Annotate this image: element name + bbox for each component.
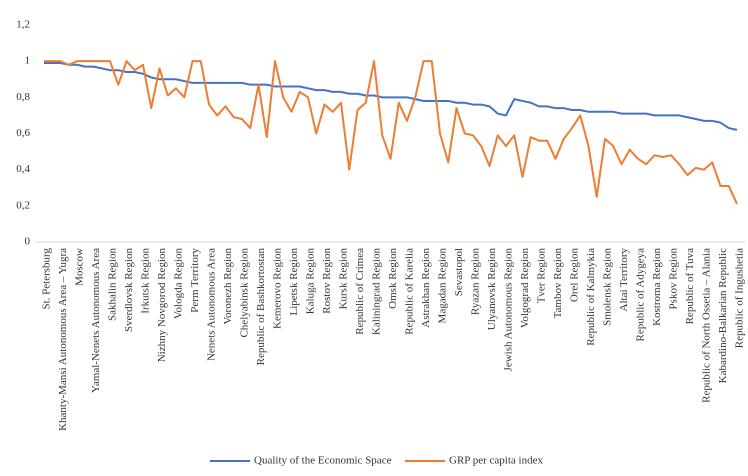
x-tick-label: Republic of Kalmykia xyxy=(585,248,597,346)
x-tick-label: Kaliningrad Region xyxy=(371,248,383,336)
x-tick-label: Sakhalin Region xyxy=(107,248,119,322)
x-tick-label: Smolensk Region xyxy=(602,248,614,326)
x-tick-label: Orel Region xyxy=(569,248,581,303)
x-tick-label: Sevastopol xyxy=(453,248,465,296)
y-tick-label: 1,2 xyxy=(16,19,30,31)
y-tick-label: 1 xyxy=(25,55,31,67)
x-tick-label: Vologda Region xyxy=(173,248,185,319)
x-tick-label: Rostov Region xyxy=(321,248,333,314)
legend-label: Quality of the Economic Space xyxy=(254,455,392,467)
y-tick-label: 0 xyxy=(25,236,31,248)
x-tick-label: Nizhny Novgorod Region xyxy=(156,248,168,363)
x-tick-label: Chelyabinsk Region xyxy=(239,248,251,338)
x-tick-label: Khanty-Mansi Autonomous Area – Yugra xyxy=(57,248,69,431)
x-tick-label: Kabardino-Balkarian Republic xyxy=(717,248,729,383)
x-tick-label: Republic of Adygeya xyxy=(635,248,647,342)
x-tick-label: St. Petersburg xyxy=(41,248,53,310)
x-tick-label: Yamal-Nenets Autonomous Area xyxy=(90,248,102,393)
x-tick-label: Republic of Bashkortostan xyxy=(255,248,267,366)
x-tick-label: Voronezh Region xyxy=(222,248,234,325)
x-tick-label: Perm Territory xyxy=(189,248,201,313)
x-tick-label: Astrakhan Region xyxy=(420,248,432,328)
x-tick-label: Kemerovo Region xyxy=(272,248,284,329)
x-tick-label: Republic of Ingushetia xyxy=(734,248,746,348)
x-tick-label: Omsk Region xyxy=(387,248,399,309)
y-tick-label: 0,8 xyxy=(16,91,30,103)
x-tick-label: Ulyanovsk Region xyxy=(486,248,498,331)
x-tick-label: Kostroma Region xyxy=(651,248,663,326)
x-tick-label: Moscow xyxy=(74,248,86,286)
x-tick-label: Altai Territory xyxy=(618,248,630,312)
legend-label: GRP per capita index xyxy=(449,455,543,467)
series-line xyxy=(44,61,738,131)
x-tick-label: Republic of Tuva xyxy=(684,248,696,325)
y-tick-label: 0,6 xyxy=(16,127,30,139)
x-tick-label: Kursk Region xyxy=(338,248,350,310)
x-tick-label: Kaluga Region xyxy=(305,248,317,315)
x-tick-label: Tver Region xyxy=(536,248,548,304)
x-tick-label: Jewish Autonomous Region xyxy=(503,248,515,372)
x-tick-label: Republic of Karelia xyxy=(404,248,416,335)
x-tick-label: Nenets Autonomous Area xyxy=(206,248,218,361)
x-tick-label: Lipetsk Region xyxy=(288,248,300,316)
y-tick-label: 0,2 xyxy=(16,199,30,211)
x-tick-label: Magadan Region xyxy=(437,248,449,324)
x-tick-label: Irkutsk Region xyxy=(140,248,152,314)
x-tick-label: Volgograd Region xyxy=(519,248,531,329)
series-line xyxy=(44,60,738,205)
x-tick-label: Tambov Region xyxy=(552,248,564,319)
x-tick-label: Republic of Crimea xyxy=(354,248,366,335)
x-tick-label: Ryazan Region xyxy=(470,248,482,316)
x-tick-label: Sverdlovsk Region xyxy=(123,248,135,333)
x-tick-label: Republic of North Ossetia – Alania xyxy=(701,248,713,403)
x-tick-label: Pskov Region xyxy=(668,248,680,310)
y-tick-label: 0,4 xyxy=(16,163,30,175)
